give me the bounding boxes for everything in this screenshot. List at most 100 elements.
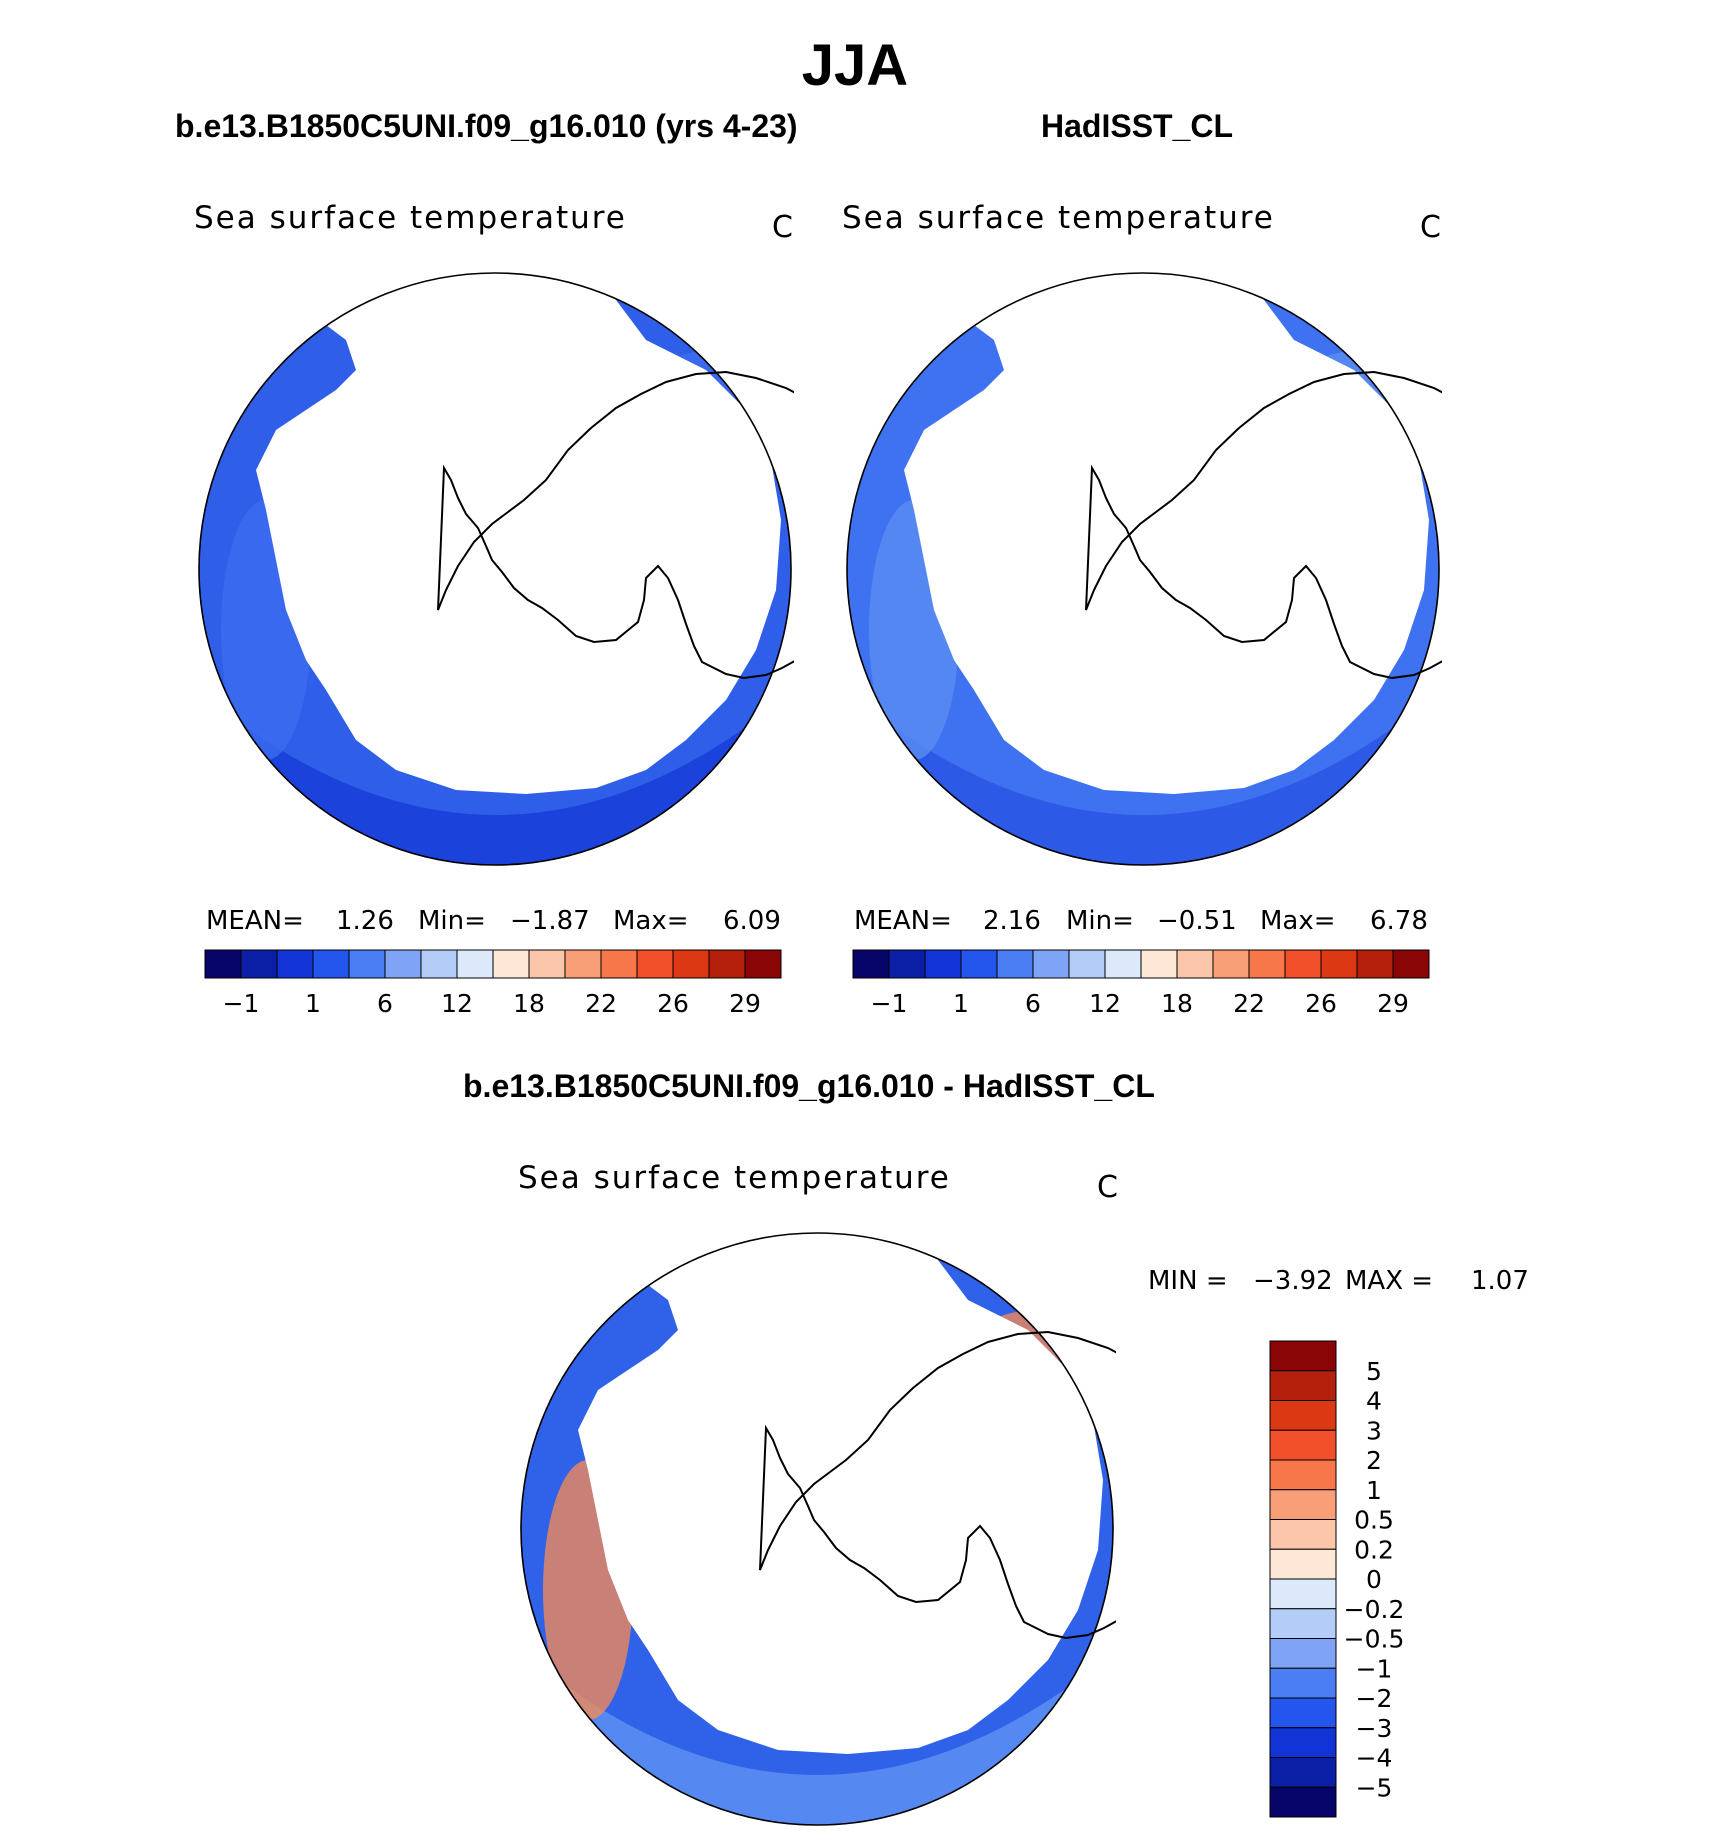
panel1-min-label: Min=	[418, 906, 486, 936]
colorbar-swatch	[1284, 949, 1322, 979]
panel1-max-label: Max=	[613, 906, 689, 936]
map-boundary	[846, 272, 1440, 866]
colorbar-swatch	[744, 949, 782, 979]
colorbar-swatch	[1269, 1667, 1337, 1699]
panel1-mean-value: 1.26	[336, 906, 394, 936]
colorbar-swatch	[1068, 949, 1106, 979]
colorbar-tick-label: 0.5	[1354, 1506, 1394, 1535]
difference-max-value: 1.07	[1471, 1266, 1529, 1296]
map-boundary	[520, 1232, 1114, 1826]
sea-ice-mask	[904, 273, 1429, 794]
colorbar-swatch	[1392, 949, 1430, 979]
panel2-units-label: C	[1420, 210, 1441, 245]
panel2-colorbar: −1 1 6 12 18 22 26 29	[852, 949, 1430, 1018]
difference-title: b.e13.B1850C5UNI.f09_g16.010 - HadISST_C…	[463, 1068, 1155, 1104]
colorbar-swatch	[204, 949, 242, 979]
panel2-min-value: −0.51	[1157, 906, 1237, 936]
colorbar-swatch	[1212, 949, 1250, 979]
colorbar-swatch	[1269, 1340, 1337, 1372]
colorbar-swatch	[960, 949, 998, 979]
panel1-colorbar: −1 1 6 12 18 22 26 29	[204, 949, 782, 1018]
colorbar-tick-label: −1	[223, 989, 260, 1018]
colorbar-swatch	[492, 949, 530, 979]
colorbar-tick-label: 2	[1366, 1446, 1382, 1475]
colorbar-swatch	[1269, 1400, 1337, 1431]
colorbar-tick-label: −1	[1356, 1654, 1393, 1683]
colorbar-tick-label: 12	[1089, 989, 1121, 1018]
colorbar-tick-label: 6	[377, 989, 393, 1018]
colorbar-swatch	[312, 949, 350, 979]
difference-polar-map	[520, 1232, 1116, 1826]
panel1-min-value: −1.87	[510, 906, 590, 936]
colorbar-swatch	[1269, 1638, 1337, 1669]
colorbar-tick-label: 5	[1366, 1357, 1382, 1386]
colorbar-swatch	[528, 949, 566, 979]
colorbar-swatch	[1032, 949, 1070, 979]
colorbar-tick-label: −0.2	[1344, 1595, 1405, 1624]
colorbar-swatch	[1269, 1459, 1337, 1491]
colorbar-tick-label: 1	[953, 989, 969, 1018]
sst-field-layer	[521, 1233, 1113, 1825]
colorbar-swatch	[1269, 1429, 1337, 1461]
panel2-max-value: 6.78	[1370, 906, 1428, 936]
difference-units-label: C	[1097, 1170, 1118, 1205]
colorbar-swatch	[672, 949, 710, 979]
colorbar-tick-label: 12	[441, 989, 473, 1018]
sea-ice-mask	[256, 273, 781, 794]
map-boundary	[198, 272, 792, 866]
colorbar-swatch	[456, 949, 494, 979]
colorbar-swatch	[996, 949, 1034, 979]
colorbar-swatch	[1269, 1548, 1337, 1580]
colorbar-tick-label: −2	[1356, 1684, 1393, 1713]
colorbar-swatch	[384, 949, 422, 979]
colorbar-swatch	[600, 949, 638, 979]
colorbar-tick-label: −0.5	[1344, 1625, 1405, 1654]
colorbar-tick-label: −1	[871, 989, 908, 1018]
colorbar-tick-label: 18	[1161, 989, 1193, 1018]
colorbar-tick-label: 1	[1366, 1476, 1382, 1505]
colorbar-swatch	[1269, 1578, 1337, 1610]
difference-variable-label: Sea surface temperature	[518, 1160, 951, 1196]
panel1-case-title: b.e13.B1850C5UNI.f09_g16.010 (yrs 4-23)	[175, 108, 798, 144]
panel1-variable-label: Sea surface temperature	[194, 200, 627, 236]
colorbar-swatch	[1269, 1697, 1337, 1729]
colorbar-swatch	[1269, 1370, 1337, 1401]
antarctica-coastline	[437, 370, 794, 680]
colorbar-tick-label: 29	[1377, 989, 1409, 1018]
colorbar-swatch	[1176, 949, 1214, 979]
colorbar-swatch	[888, 949, 926, 979]
colorbar-tick-label: 26	[657, 989, 689, 1018]
antarctica-coastline	[1085, 370, 1442, 680]
colorbar-swatch	[1269, 1727, 1337, 1758]
panel2-polar-map	[846, 272, 1442, 866]
difference-min-label: MIN =	[1148, 1266, 1228, 1296]
colorbar-swatch	[708, 949, 746, 979]
page-title: JJA	[801, 33, 909, 98]
colorbar-swatch	[924, 949, 962, 979]
colorbar-swatch	[1269, 1757, 1337, 1788]
colorbar-swatch	[1356, 949, 1394, 979]
colorbar-swatch	[1269, 1786, 1337, 1818]
colorbar-tick-label: 0	[1366, 1565, 1382, 1594]
colorbar-tick-label: −4	[1356, 1744, 1393, 1773]
colorbar-swatch	[564, 949, 602, 979]
colorbar-swatch	[1320, 949, 1358, 979]
panel2-max-label: Max=	[1260, 906, 1336, 936]
colorbar-swatch	[1269, 1489, 1337, 1520]
colorbar-tick-label: 29	[729, 989, 761, 1018]
colorbar-tick-label: 22	[585, 989, 617, 1018]
colorbar-swatch	[1104, 949, 1142, 979]
colorbar-swatch	[636, 949, 674, 979]
panel2-mean-value: 2.16	[983, 906, 1041, 936]
colorbar-tick-label: 3	[1366, 1416, 1382, 1445]
colorbar-swatch	[1269, 1519, 1337, 1550]
panel1-mean-label: MEAN=	[206, 906, 304, 936]
colorbar-swatch	[1269, 1608, 1337, 1639]
colorbar-swatch	[420, 949, 458, 979]
difference-max-label: MAX =	[1345, 1266, 1434, 1296]
colorbar-swatch	[1140, 949, 1178, 979]
sea-ice-mask	[578, 1233, 1103, 1754]
colorbar-tick-label: −5	[1356, 1773, 1393, 1802]
colorbar-tick-label: 18	[513, 989, 545, 1018]
colorbar-tick-label: −3	[1356, 1714, 1393, 1743]
